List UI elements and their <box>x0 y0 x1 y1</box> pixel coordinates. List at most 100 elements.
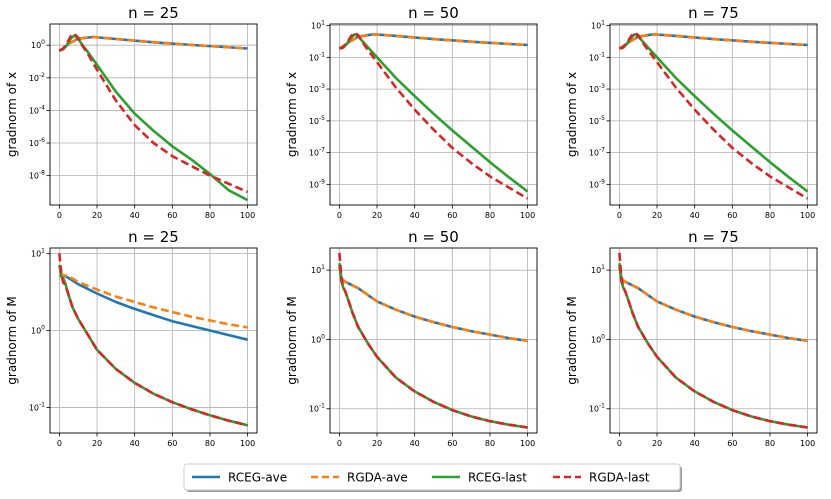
x-tick-label: 0 <box>337 439 342 448</box>
legend-label: RGDA-last <box>589 471 650 485</box>
x-tick-label: 40 <box>690 211 700 220</box>
legend-item-rceg-ave: RCEG-ave <box>192 471 287 485</box>
axes-frame <box>329 23 538 206</box>
axes-frame <box>49 247 258 434</box>
subplot-title: n = 75 <box>688 4 739 22</box>
y-tick-label: 10-7 <box>589 147 605 158</box>
subplot-1: 0 20 40 60 80 100 100 10-2 10-4 10-6 10-8 n = 25 gra… <box>5 4 258 220</box>
x-tick-label: 80 <box>485 439 495 448</box>
subplot-3: 0 20 40 60 80 100 101 10-1 10-3 10-5 10-7 10-9 n = 7… <box>565 4 818 220</box>
x-tick-label: 20 <box>652 211 662 220</box>
x-tick-label: 60 <box>727 211 737 220</box>
y-tick-label: 101 <box>591 20 605 31</box>
series-line-rgda-ave <box>58 273 248 329</box>
x-tick-label: 20 <box>92 211 102 220</box>
subplot-grid: 0 20 40 60 80 100 100 10-2 10-4 10-6 10-8 n = 25 gra… <box>5 4 818 448</box>
x-tick-label: 100 <box>800 439 815 448</box>
subplot-title: n = 50 <box>408 4 459 22</box>
y-tick-label: 100 <box>31 39 45 50</box>
series-line-rgda-last <box>58 253 248 427</box>
y-tick-label: 10-4 <box>29 104 45 115</box>
y-tick-label: 101 <box>31 247 45 258</box>
x-tick-label: 0 <box>617 439 622 448</box>
y-tick-label: 10-6 <box>29 137 45 148</box>
x-tick-label: 100 <box>520 211 535 220</box>
series-group <box>338 252 528 429</box>
y-axis-label: gradnorm of x <box>5 72 19 157</box>
legend-label: RGDA-ave <box>347 471 408 485</box>
y-tick-label: 10-5 <box>309 115 325 126</box>
y-tick-label: 100 <box>591 333 605 344</box>
x-tick-label: 60 <box>167 211 177 220</box>
x-tick-label: 60 <box>447 439 457 448</box>
subplot-6: 0 20 40 60 80 100 101 100 10-1 n = 75 gradnorm of … <box>565 228 818 448</box>
axes-frame <box>609 247 818 434</box>
legend-label: RCEG-last <box>468 471 527 485</box>
series-line-rgda-ave <box>618 266 808 343</box>
x-tick-label: 80 <box>765 439 775 448</box>
y-tick-label: 101 <box>311 20 325 31</box>
x-tick-label: 40 <box>690 439 700 448</box>
x-tick-label: 80 <box>765 211 775 220</box>
series-line-rgda-last <box>338 31 529 200</box>
x-tick-label: 0 <box>57 211 62 220</box>
subplot-title: n = 25 <box>128 4 179 22</box>
subplot-2: 0 20 40 60 80 100 101 10-1 10-3 10-5 10-7 10-9 n = 5… <box>285 4 538 220</box>
axes-frame <box>609 23 818 206</box>
y-tick-label: 10-9 <box>309 178 325 189</box>
x-tick-label: 100 <box>240 439 255 448</box>
series-line-rgda-ave <box>58 35 248 52</box>
x-tick-label: 60 <box>167 439 177 448</box>
series-line-rgda-last <box>338 252 528 429</box>
x-tick-label: 0 <box>57 439 62 448</box>
series-group <box>58 253 248 427</box>
x-tick-label: 0 <box>617 211 622 220</box>
axes-frame <box>329 247 538 434</box>
y-tick-label: 10-1 <box>309 51 325 62</box>
x-tick-label: 20 <box>652 439 662 448</box>
x-tick-label: 40 <box>130 211 140 220</box>
y-axis-label: gradnorm of M <box>285 296 299 384</box>
legend: RCEG-ave RGDA-ave RCEG-last RGDA-last <box>183 463 682 492</box>
series-line-rgda-ave <box>338 266 528 343</box>
y-axis-label: gradnorm of x <box>285 72 299 157</box>
series-line-rceg-ave <box>58 273 248 341</box>
series-line-rgda-last <box>618 252 808 429</box>
x-tick-label: 80 <box>205 211 215 220</box>
series-line-rceg-ave <box>338 266 528 343</box>
x-tick-label: 40 <box>410 211 420 220</box>
x-tick-label: 20 <box>92 439 102 448</box>
legend-item-rgda-last: RGDA-last <box>553 471 650 485</box>
y-axis-label: gradnorm of M <box>5 296 19 384</box>
x-tick-label: 0 <box>337 211 342 220</box>
y-tick-label: 10-5 <box>589 115 605 126</box>
legend-item-rgda-ave: RGDA-ave <box>311 471 408 485</box>
y-tick-label: 100 <box>311 333 325 344</box>
x-tick-label: 100 <box>240 211 255 220</box>
x-tick-label: 100 <box>520 439 535 448</box>
y-tick-label: 10-9 <box>589 178 605 189</box>
y-tick-label: 10-3 <box>309 83 325 94</box>
y-tick-label: 10-1 <box>589 51 605 62</box>
y-axis-label: gradnorm of x <box>565 72 579 157</box>
series-line-rceg-last <box>58 264 248 427</box>
subplot-title: n = 25 <box>128 228 179 246</box>
y-tick-label: 101 <box>591 264 605 275</box>
axes-frame <box>49 23 258 206</box>
y-tick-label: 10-8 <box>29 170 45 181</box>
x-tick-label: 80 <box>485 211 495 220</box>
x-tick-label: 60 <box>447 211 457 220</box>
y-tick-label: 10-2 <box>29 72 45 83</box>
series-line-rceg-ave <box>618 266 808 343</box>
series-line-rceg-ave <box>58 35 248 52</box>
subplot-4: 0 20 40 60 80 100 101 100 10-1 n = 25 gradnorm of … <box>5 228 258 448</box>
x-tick-label: 40 <box>410 439 420 448</box>
y-tick-label: 10-1 <box>589 403 605 414</box>
series-group <box>338 31 529 200</box>
subplot-title: n = 50 <box>408 228 459 246</box>
x-tick-label: 100 <box>800 211 815 220</box>
subplot-title: n = 75 <box>688 228 739 246</box>
legend-label: RCEG-ave <box>228 471 287 485</box>
y-tick-label: 10-1 <box>29 402 45 413</box>
y-axis-label: gradnorm of M <box>565 296 579 384</box>
